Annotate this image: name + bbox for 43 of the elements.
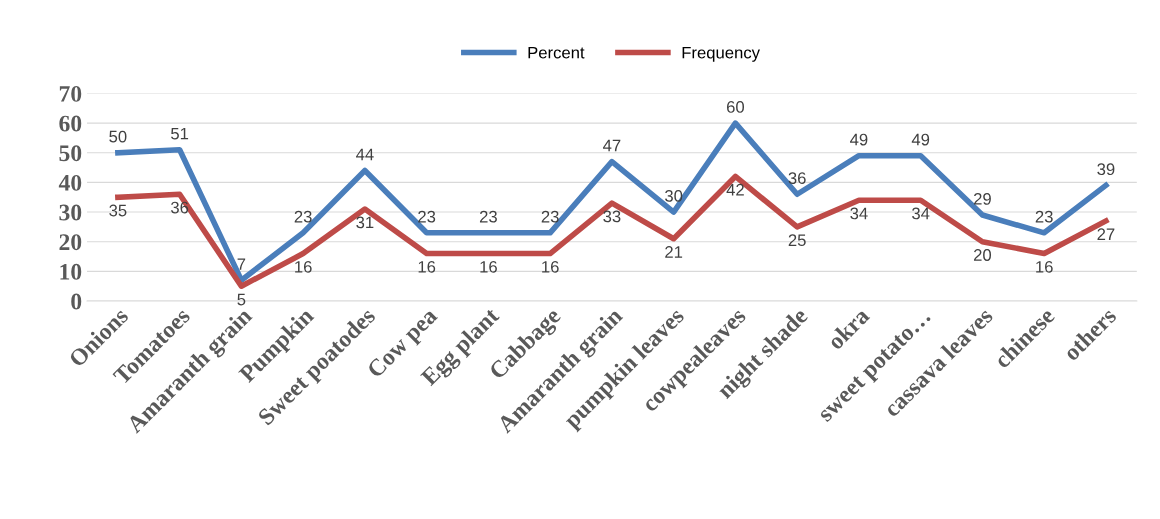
data-label: 49 xyxy=(911,133,930,146)
data-label: 21 xyxy=(665,246,683,258)
data-label: 30 xyxy=(665,190,683,202)
data-label: 51 xyxy=(171,127,189,140)
y-tick-label: 0 xyxy=(71,293,82,310)
legend-label: Percent xyxy=(528,46,585,59)
data-label: 36 xyxy=(788,172,806,185)
data-label: 16 xyxy=(295,260,312,273)
data-label: 23 xyxy=(541,210,559,223)
data-label: 5 xyxy=(237,293,246,306)
data-label: 16 xyxy=(542,260,559,273)
y-tick-label: 50 xyxy=(59,145,82,162)
data-label: 50 xyxy=(109,130,127,143)
data-label: 44 xyxy=(356,148,374,161)
y-tick-label: 10 xyxy=(60,263,82,280)
data-label: 29 xyxy=(973,192,991,205)
data-label: 60 xyxy=(726,101,745,113)
data-label: 25 xyxy=(788,234,806,247)
data-label: 34 xyxy=(912,207,930,220)
y-tick-label: 60 xyxy=(59,115,82,132)
data-label: 31 xyxy=(356,216,374,229)
y-tick-label: 20 xyxy=(59,234,82,251)
data-label: 33 xyxy=(603,210,621,223)
data-label: 20 xyxy=(973,249,992,261)
data-label: 47 xyxy=(603,139,621,152)
data-label: 49 xyxy=(850,133,868,146)
data-label: 35 xyxy=(109,204,127,217)
data-label: 39 xyxy=(1097,163,1115,176)
data-label: 16 xyxy=(1036,260,1053,273)
y-tick-label: 70 xyxy=(59,85,82,102)
data-label: 16 xyxy=(418,260,436,273)
data-label: 23 xyxy=(479,210,497,223)
y-tick-label: 30 xyxy=(59,204,82,221)
data-label: 16 xyxy=(480,260,497,273)
data-label: 34 xyxy=(850,207,868,220)
data-label: 23 xyxy=(294,210,312,223)
data-label: 23 xyxy=(418,210,436,223)
data-label: 23 xyxy=(1035,210,1053,223)
data-label: 7 xyxy=(237,258,246,270)
y-tick-label: 40 xyxy=(58,174,82,191)
legend-label: Frequency xyxy=(682,46,760,62)
data-label: 27 xyxy=(1097,228,1115,240)
data-label: 42 xyxy=(726,183,744,196)
